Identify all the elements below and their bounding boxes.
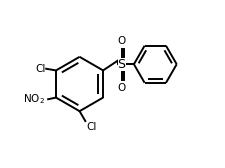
Text: O: O (117, 36, 126, 46)
Text: Cl: Cl (86, 121, 96, 132)
Text: Cl: Cl (35, 64, 45, 74)
Text: S: S (117, 58, 126, 71)
Text: NO$_2$: NO$_2$ (23, 92, 45, 106)
Text: O: O (117, 83, 126, 93)
